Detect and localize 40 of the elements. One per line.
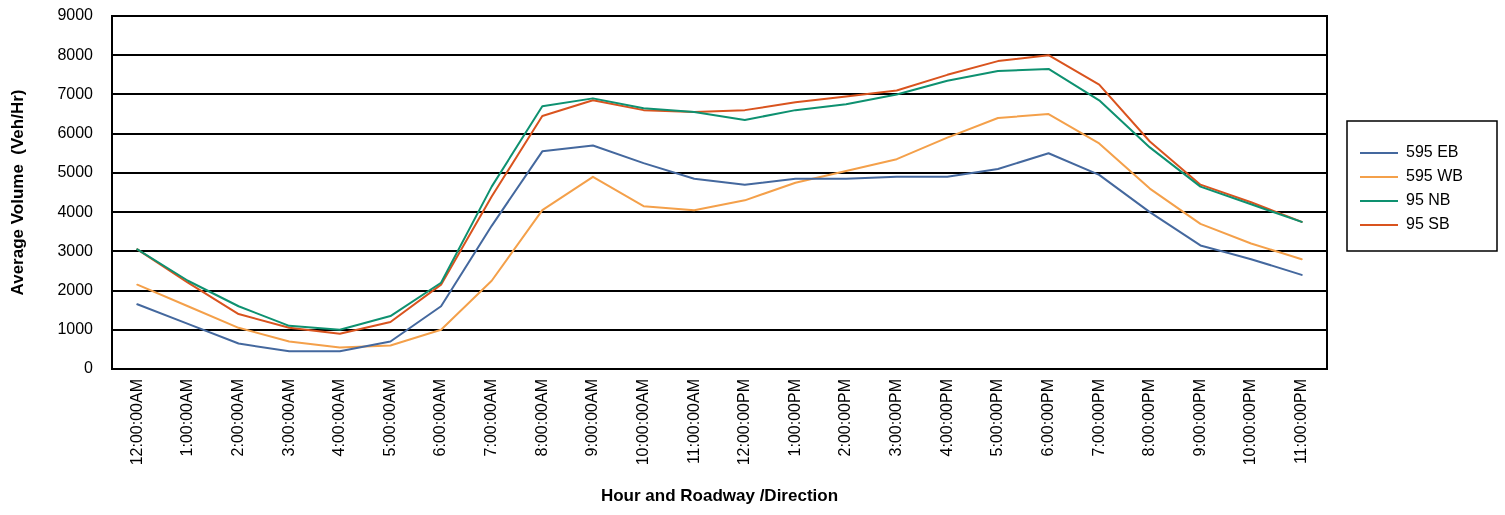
x-tick-label: 7:00:00AM xyxy=(482,379,500,457)
legend-label: 595 WB xyxy=(1406,167,1463,185)
x-tick-label: 8:00:00PM xyxy=(1140,379,1158,457)
x-tick-label: 1:00:00AM xyxy=(178,379,196,457)
x-tick-label: 8:00:00AM xyxy=(532,379,550,457)
x-tick-label: 10:00:00PM xyxy=(1241,379,1259,466)
y-tick-label: 5000 xyxy=(57,163,94,181)
y-tick-label: 0 xyxy=(84,359,94,377)
y-tick-label: 3000 xyxy=(57,241,94,259)
y-tick-label: 8000 xyxy=(57,45,94,63)
x-tick-label: 11:00:00AM xyxy=(684,379,702,465)
x-tick-label: 5:00:00PM xyxy=(988,379,1006,457)
y-tick-label: 7000 xyxy=(57,84,94,102)
x-tick-label: 9:00:00PM xyxy=(1190,379,1208,457)
x-tick-label: 5:00:00AM xyxy=(380,379,398,457)
y-tick-label: 9000 xyxy=(57,6,94,24)
y-tick-label: 1000 xyxy=(57,320,94,338)
x-tick-label: 9:00:00AM xyxy=(583,379,601,457)
x-tick-label: 3:00:00PM xyxy=(887,379,905,457)
x-tick-label: 3:00:00AM xyxy=(279,379,297,457)
x-tick-label: 4:00:00AM xyxy=(330,379,348,457)
legend-label: 595 EB xyxy=(1406,143,1459,161)
x-axis-title: Hour and Roadway /Direction xyxy=(600,486,839,506)
x-tick-label: 7:00:00PM xyxy=(1089,379,1107,457)
x-tick-label: 6:00:00PM xyxy=(1038,379,1056,457)
x-tick-label: 2:00:00AM xyxy=(228,379,246,457)
x-tick-label: 6:00:00AM xyxy=(431,379,449,457)
x-tick-label: 12:00:00PM xyxy=(735,379,753,466)
x-tick-label: 4:00:00PM xyxy=(937,379,955,457)
x-tick-label: 10:00:00AM xyxy=(633,379,651,466)
x-tick-label: 1:00:00PM xyxy=(785,379,803,457)
y-tick-label: 2000 xyxy=(57,280,94,298)
legend-label: 95 NB xyxy=(1406,191,1451,209)
y-tick-label: 4000 xyxy=(57,202,94,220)
x-tick-label: 2:00:00PM xyxy=(836,379,854,457)
y-tick-label: 6000 xyxy=(57,124,94,142)
x-tick-label: 12:00:00AM xyxy=(127,379,145,466)
x-tick-label: 11:00:00PM xyxy=(1292,379,1310,465)
legend-label: 95 SB xyxy=(1406,215,1450,233)
y-axis-title: Average Volume (Veh/Hr) xyxy=(7,89,27,296)
